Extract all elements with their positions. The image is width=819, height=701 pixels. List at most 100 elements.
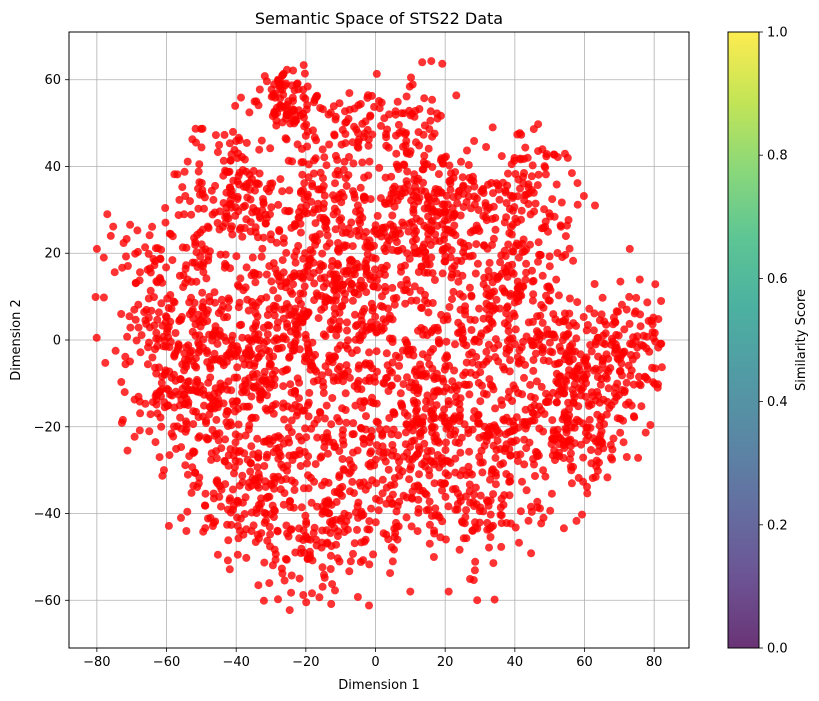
scatter-point: [459, 189, 468, 198]
scatter-point: [427, 447, 436, 455]
scatter-point: [280, 415, 289, 424]
scatter-point: [383, 233, 392, 242]
scatter-point: [303, 190, 312, 199]
scatter-point: [152, 277, 161, 286]
scatter-point: [604, 384, 613, 393]
scatter-point: [360, 397, 369, 405]
scatter-point: [159, 332, 168, 341]
scatter-point: [427, 253, 436, 262]
scatter-point: [429, 345, 438, 353]
scatter-point: [296, 289, 305, 298]
scatter-point: [178, 183, 187, 192]
scatter-point: [208, 210, 217, 219]
scatter-point: [574, 402, 583, 411]
scatter-point: [325, 140, 334, 149]
scatter-point: [608, 337, 617, 346]
y-tick-label: 40: [44, 160, 61, 175]
scatter-point: [226, 445, 235, 454]
scatter-point: [452, 91, 461, 100]
scatter-point: [319, 382, 328, 391]
scatter-point: [564, 398, 573, 407]
scatter-point: [450, 210, 459, 219]
scatter-point: [415, 486, 424, 495]
scatter-point: [257, 252, 266, 261]
scatter-point: [227, 520, 236, 529]
scatter-point: [471, 523, 480, 532]
scatter-point: [452, 398, 461, 407]
scatter-point: [247, 414, 256, 423]
scatter-point: [395, 497, 404, 506]
scatter-point: [238, 471, 247, 480]
scatter-point: [319, 261, 328, 270]
scatter-point: [528, 296, 537, 305]
scatter-point: [243, 455, 252, 464]
scatter-point: [248, 253, 257, 262]
scatter-point: [572, 334, 581, 343]
scatter-point: [260, 462, 269, 470]
scatter-point: [514, 423, 523, 432]
scatter-point: [299, 92, 308, 101]
scatter-point: [202, 346, 211, 355]
scatter-point: [315, 408, 324, 416]
scatter-point: [195, 317, 204, 326]
scatter-point: [242, 138, 251, 147]
scatter-point: [522, 444, 531, 453]
scatter-point: [651, 280, 660, 289]
scatter-point: [150, 321, 159, 330]
scatter-point: [285, 186, 294, 195]
scatter-point: [330, 443, 339, 451]
scatter-point: [198, 288, 207, 297]
scatter-point: [192, 363, 201, 372]
scatter-point: [265, 262, 274, 271]
scatter-point: [468, 358, 477, 367]
scatter-point: [540, 162, 549, 171]
scatter-point: [182, 343, 191, 352]
scatter-point: [582, 423, 591, 432]
scatter-point: [573, 200, 582, 209]
scatter-point: [226, 494, 235, 503]
scatter-point: [425, 125, 434, 134]
scatter-point: [451, 438, 460, 447]
scatter-point: [232, 252, 241, 261]
scatter-point: [313, 236, 322, 245]
scatter-point: [457, 157, 465, 166]
scatter-point: [459, 371, 468, 380]
scatter-point: [418, 58, 427, 67]
scatter-point: [206, 373, 215, 382]
scatter-point: [508, 193, 517, 202]
x-tick-label: −60: [153, 655, 180, 670]
scatter-point: [420, 439, 429, 448]
scatter-point: [489, 189, 497, 198]
scatter-point: [328, 580, 337, 589]
scatter-point: [402, 92, 411, 101]
scatter-point: [201, 489, 210, 498]
scatter-point: [254, 581, 263, 590]
scatter-point: [148, 222, 157, 231]
scatter-point: [367, 504, 376, 513]
scatter-point: [308, 179, 317, 188]
scatter-point: [227, 336, 236, 345]
scatter-point: [204, 256, 213, 265]
scatter-point: [431, 504, 440, 513]
scatter-point: [488, 382, 497, 391]
scatter-point: [282, 79, 291, 88]
scatter-point: [220, 263, 229, 272]
scatter-point: [465, 390, 474, 399]
scatter-point: [529, 188, 538, 197]
scatter-point: [380, 244, 389, 253]
scatter-point: [547, 489, 556, 498]
scatter-point: [564, 216, 573, 224]
scatter-point: [472, 240, 481, 249]
scatter-point: [499, 415, 508, 424]
scatter-point: [469, 414, 478, 423]
scatter-point: [326, 318, 335, 326]
scatter-point: [414, 386, 423, 394]
scatter-point: [384, 465, 393, 474]
scatter-point: [337, 140, 346, 149]
scatter-point: [448, 264, 457, 273]
scatter-point: [377, 263, 386, 272]
scatter-point: [240, 510, 249, 518]
scatter-point: [438, 486, 446, 495]
scatter-point: [636, 381, 645, 390]
scatter-point: [320, 414, 329, 423]
